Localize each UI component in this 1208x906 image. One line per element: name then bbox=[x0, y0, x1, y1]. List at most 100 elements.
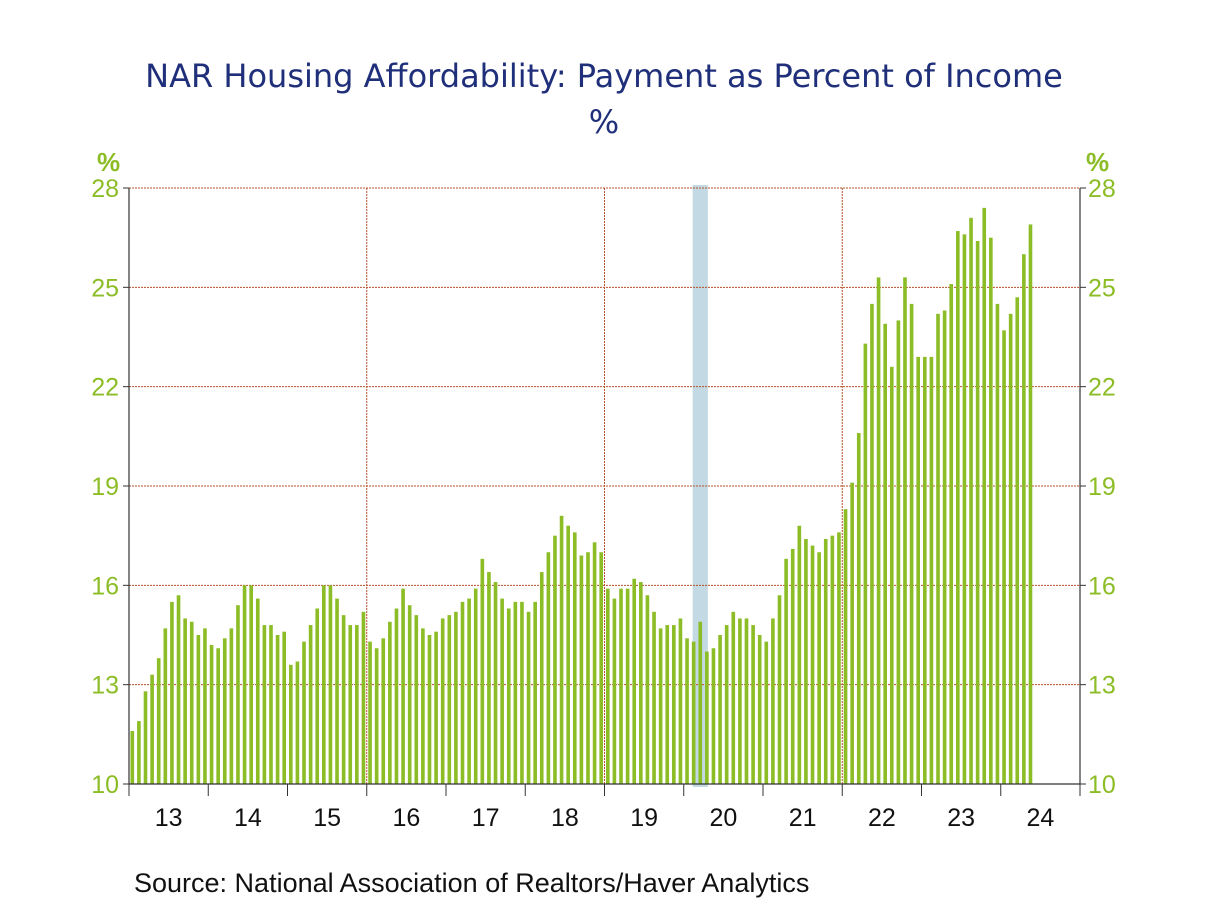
bar bbox=[639, 582, 643, 784]
bar bbox=[229, 628, 234, 784]
right-y-tick-label: 10 bbox=[1088, 771, 1116, 799]
bar bbox=[440, 618, 445, 784]
bar bbox=[434, 631, 438, 784]
right-y-tick-label: 13 bbox=[1088, 672, 1116, 700]
bar bbox=[506, 608, 511, 784]
bar bbox=[341, 615, 346, 784]
bar bbox=[520, 601, 524, 784]
bar bbox=[989, 237, 993, 785]
bar bbox=[625, 588, 630, 784]
bar bbox=[572, 532, 577, 784]
right-y-tick-label: 19 bbox=[1088, 473, 1116, 501]
bar bbox=[903, 277, 907, 784]
bar bbox=[249, 585, 253, 784]
bar bbox=[711, 648, 716, 784]
bar bbox=[183, 618, 187, 784]
left-axis-unit: % bbox=[97, 147, 121, 177]
bar bbox=[209, 644, 214, 784]
bar bbox=[203, 628, 207, 784]
bar bbox=[361, 611, 366, 784]
bar bbox=[242, 585, 247, 784]
bar bbox=[487, 572, 491, 784]
bar bbox=[308, 625, 313, 784]
bar bbox=[790, 548, 795, 784]
bar bbox=[269, 625, 273, 784]
bar bbox=[612, 598, 617, 784]
left-y-tick-label: 22 bbox=[91, 374, 119, 402]
bar bbox=[467, 598, 471, 784]
bar bbox=[678, 618, 683, 784]
bar bbox=[216, 648, 220, 784]
bar bbox=[255, 598, 260, 784]
left-y-tick-label: 28 bbox=[91, 175, 119, 203]
bar bbox=[421, 628, 425, 784]
bar bbox=[1008, 313, 1013, 784]
x-tick-label: 22 bbox=[868, 804, 896, 832]
bar bbox=[150, 674, 154, 784]
bar bbox=[817, 552, 821, 784]
bar bbox=[513, 601, 518, 784]
bar bbox=[896, 320, 901, 784]
bar bbox=[526, 611, 531, 784]
bar bbox=[744, 618, 749, 784]
bar bbox=[322, 585, 326, 784]
bar bbox=[870, 303, 874, 784]
bar bbox=[447, 615, 452, 784]
bar bbox=[282, 631, 287, 784]
chart-title: NAR Housing Affordability: Payment as Pe… bbox=[145, 57, 1063, 95]
bar bbox=[995, 303, 1000, 784]
bar bbox=[156, 658, 161, 784]
left-y-tick-label: 16 bbox=[91, 572, 119, 600]
bar bbox=[975, 240, 980, 785]
bar bbox=[771, 618, 775, 784]
bar bbox=[619, 588, 623, 784]
bar bbox=[288, 664, 293, 784]
bar bbox=[295, 661, 300, 784]
bar bbox=[837, 532, 841, 784]
bar bbox=[473, 588, 478, 784]
bar bbox=[876, 277, 881, 784]
bar bbox=[275, 635, 280, 784]
bar bbox=[374, 648, 379, 784]
right-y-tick-label: 28 bbox=[1088, 175, 1116, 203]
bar bbox=[196, 635, 201, 784]
bar bbox=[949, 284, 954, 784]
bar bbox=[454, 611, 458, 784]
bar bbox=[757, 635, 762, 784]
bar bbox=[691, 641, 696, 784]
bar bbox=[1002, 330, 1006, 784]
bar bbox=[830, 535, 835, 784]
x-tick-label: 23 bbox=[947, 804, 975, 832]
bar bbox=[427, 635, 432, 784]
bar bbox=[130, 731, 135, 784]
x-tick-label: 14 bbox=[234, 804, 262, 832]
bar bbox=[328, 585, 333, 784]
bar bbox=[407, 605, 412, 784]
bar bbox=[137, 721, 141, 784]
x-tick-label: 18 bbox=[551, 804, 579, 832]
bar bbox=[143, 691, 148, 784]
bar bbox=[348, 625, 353, 784]
left-y-tick-label: 13 bbox=[91, 672, 119, 700]
bar bbox=[922, 356, 927, 784]
bar bbox=[856, 433, 861, 784]
bar bbox=[685, 638, 689, 784]
x-tick-label: 17 bbox=[472, 804, 500, 832]
bar bbox=[652, 611, 656, 784]
bar bbox=[889, 366, 894, 784]
bar bbox=[962, 234, 967, 785]
bar bbox=[804, 538, 808, 784]
bar bbox=[262, 625, 267, 784]
bar bbox=[460, 601, 465, 784]
right-y-tick-label: 16 bbox=[1088, 572, 1116, 600]
bar bbox=[592, 542, 597, 784]
bar bbox=[539, 572, 544, 784]
bar bbox=[302, 641, 306, 784]
bar bbox=[672, 625, 676, 784]
bar bbox=[843, 509, 848, 784]
bar bbox=[176, 595, 181, 784]
bar bbox=[916, 356, 921, 784]
bar bbox=[493, 582, 498, 784]
bar bbox=[315, 608, 320, 784]
